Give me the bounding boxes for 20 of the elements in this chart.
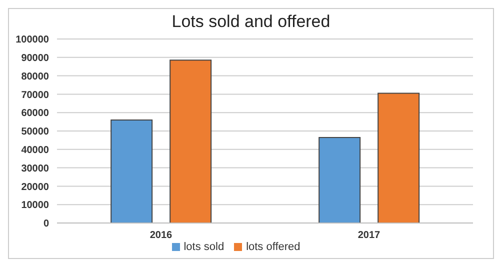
y-tick-label: 10000: [21, 200, 50, 212]
y-tick-label: 90000: [21, 52, 50, 64]
y-tick-label: 0: [43, 218, 50, 230]
bar: [318, 136, 361, 223]
bar: [110, 119, 153, 223]
y-tick-label: 100000: [16, 34, 50, 46]
y-tick-label: 50000: [21, 126, 50, 138]
y-tick-label: 70000: [21, 90, 50, 101]
y-tick-label: 30000: [21, 163, 50, 174]
legend-label: lots offered: [246, 241, 300, 253]
x-tick-label: 2017: [358, 230, 381, 242]
y-tick-label: 20000: [21, 182, 50, 193]
bar: [170, 60, 212, 223]
y-tick-label: 40000: [21, 144, 50, 156]
x-tick-label: 2016: [150, 230, 173, 242]
bar: [378, 92, 420, 223]
chart-title: Lots sold and offered: [170, 11, 332, 33]
y-tick-label: 60000: [21, 108, 50, 120]
y-tick-label: 80000: [21, 71, 50, 82]
legend-label: lots sold: [184, 241, 224, 253]
